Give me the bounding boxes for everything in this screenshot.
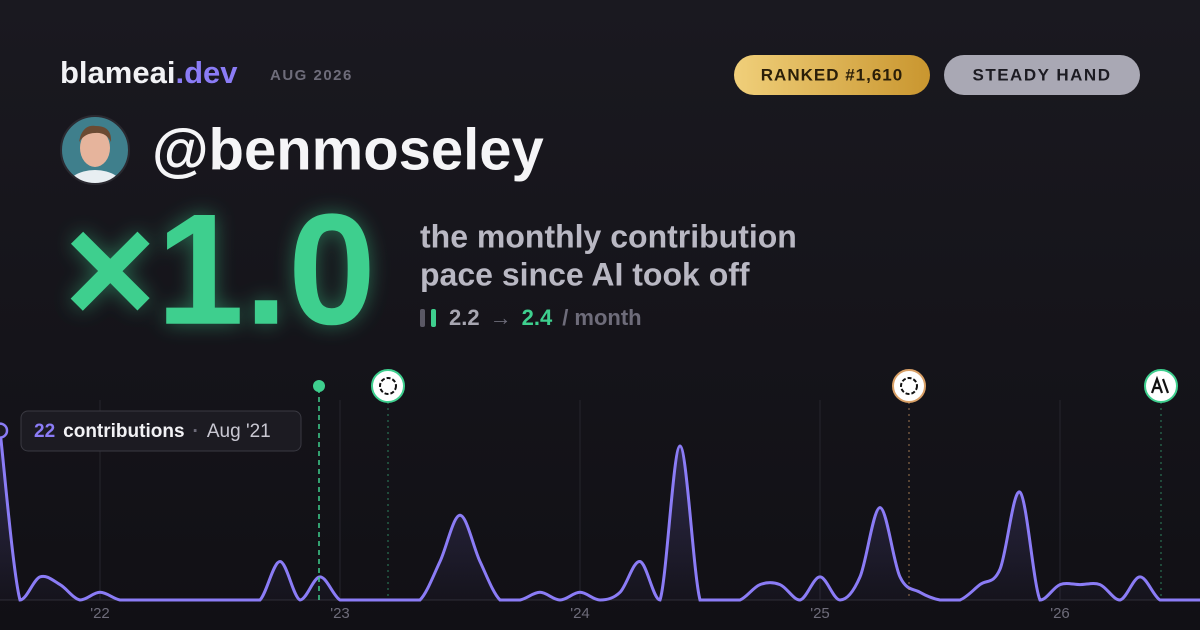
avatar-ring [60, 115, 130, 185]
title-badge [944, 55, 1140, 95]
event-icon-glyph [1150, 375, 1170, 394]
pace-arrow: → [490, 305, 512, 330]
x-tick-label: '22 [90, 605, 110, 622]
event-icon [371, 369, 405, 403]
event-icon-glyph [379, 377, 397, 395]
brand: blameai.dev [60, 55, 238, 90]
tooltip [20, 410, 302, 452]
x-tick-label: '24 [570, 605, 590, 622]
before-swatch [420, 309, 425, 327]
description-line: the monthly contribution [420, 218, 797, 254]
pace-before: 2.2 [449, 305, 480, 330]
pace-unit: / month [562, 305, 641, 330]
multiplier-glow: ×1.0 [64, 182, 376, 358]
brand-suffix: .dev [175, 55, 238, 90]
tooltip-text: 22 contributions · Aug '21 [34, 421, 271, 442]
multiplier: ×1.0 [64, 182, 376, 358]
pace-line: 2.2 → 2.4 / month [449, 305, 642, 330]
x-tick-label: '26 [1050, 605, 1070, 622]
chart: '22 '23 '24 '25 '26 [0, 400, 1200, 622]
event-dot [313, 380, 325, 392]
description-line: pace since AI took off [420, 256, 750, 292]
rank-badge [734, 55, 930, 95]
highlight-point [0, 422, 9, 439]
tooltip-label: contributions [63, 421, 184, 442]
x-tick-label: '23 [330, 605, 350, 622]
brand-name: blameai [60, 55, 175, 90]
handle: @benmoseley [152, 117, 544, 182]
pace-after: 2.4 [522, 305, 553, 330]
tooltip-separator: · [193, 421, 199, 442]
tooltip-date: Aug '21 [207, 421, 271, 442]
line [0, 430, 1200, 602]
rank-badge-text: RANKED #1,610 [761, 65, 903, 84]
after-swatch [431, 309, 436, 327]
event-icon [892, 369, 926, 403]
event-icon [1144, 369, 1178, 403]
title-badge-text: STEADY HAND [973, 65, 1112, 84]
tooltip-value: 22 [34, 421, 55, 442]
event-icon-glyph [900, 377, 918, 395]
x-tick-label: '25 [810, 605, 830, 622]
date: AUG 2026 [270, 67, 353, 84]
